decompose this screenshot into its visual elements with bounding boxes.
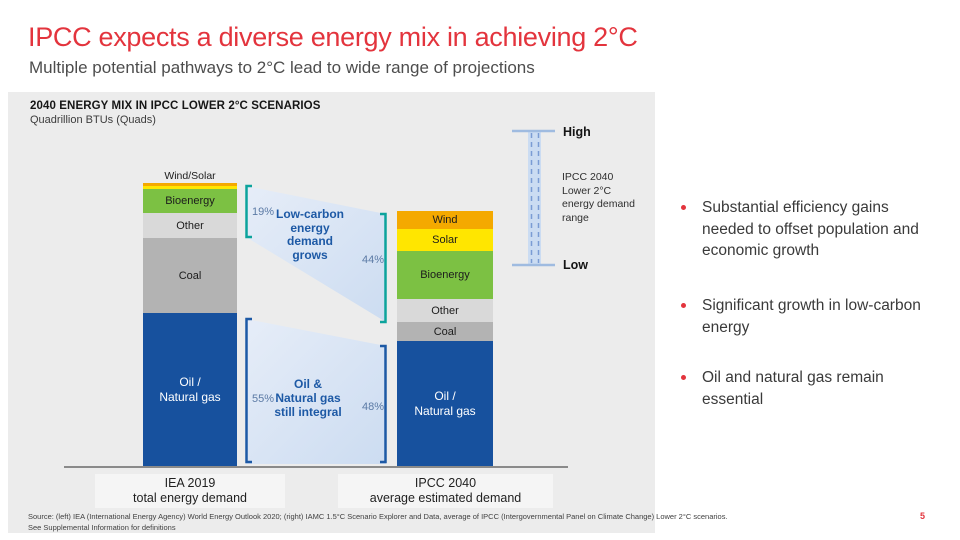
low-carbon-right-pct: 44% <box>361 254 385 266</box>
left-segment-other: Other <box>143 213 237 238</box>
right-other-label: Other <box>431 304 459 317</box>
flow-low-carbon-label: Low-carbon energy demand grows <box>276 207 344 262</box>
chart-title: 2040 ENERGY MIX IN IPCC LOWER 2°C SCENAR… <box>30 100 321 112</box>
bullet-text: Significant growth in low-carbon energy <box>702 297 921 336</box>
bar-ipcc-2040: Wind Solar Bioenergy Other Coal Oil / Na… <box>397 211 493 466</box>
oil-gas-left-pct: 55% <box>251 393 275 405</box>
right-wind-label: Wind <box>432 214 458 226</box>
left-bar-windsolar-label: Wind/Solar <box>164 170 216 182</box>
left-coal-label: Coal <box>178 269 202 282</box>
source-footnote: Source: (left) IEA (International Energy… <box>28 512 768 533</box>
right-segment-oil-gas: Oil / Natural gas <box>397 341 493 466</box>
left-segment-coal: Coal <box>143 238 237 313</box>
slide-title: IPCC expects a diverse energy mix in ach… <box>28 22 638 52</box>
right-solar-label: Solar <box>432 234 458 246</box>
left-segment-bioenergy: Bioenergy <box>143 189 237 213</box>
left-other-label: Other <box>176 219 204 232</box>
right-segment-solar: Solar <box>397 229 493 251</box>
slide-subtitle: Multiple potential pathways to 2°C lead … <box>29 58 535 77</box>
bullet-oil-gas-essential: Oil and natural gas remain essential <box>681 367 933 410</box>
x-axis-line <box>64 466 568 468</box>
range-low-label: Low <box>563 258 588 272</box>
caption-ipcc-line1: IPCC 2040 <box>414 475 477 490</box>
right-coal-label: Coal <box>433 325 457 338</box>
right-segment-bioenergy: Bioenergy <box>397 251 493 299</box>
low-carbon-left-pct: 19% <box>251 206 275 218</box>
footnote-line1: Source: (left) IEA (International Energy… <box>28 512 728 521</box>
flow-oil-gas-label: Oil & Natural gas still integral <box>274 377 342 419</box>
caption-iea-line2: total energy demand <box>133 491 247 505</box>
bullet-low-carbon-growth: Significant growth in low-carbon energy <box>681 295 933 338</box>
bullet-dot <box>681 375 686 380</box>
caption-iea-2019: IEA 2019 total energy demand <box>95 474 285 508</box>
left-segment-solar <box>143 186 237 189</box>
left-oil-gas-label: Oil / Natural gas <box>159 374 221 404</box>
bullet-text: Oil and natural gas remain essential <box>702 369 884 408</box>
right-segment-coal: Coal <box>397 322 493 341</box>
caption-ipcc-2040: IPCC 2040 average estimated demand <box>338 474 553 508</box>
left-segment-wind <box>143 183 237 186</box>
right-oil-gas-label: Oil / Natural gas <box>414 388 476 418</box>
caption-ipcc-line2: average estimated demand <box>369 491 522 505</box>
footnote-line2: See Supplemental Information for definit… <box>28 522 176 532</box>
right-segment-wind: Wind <box>397 211 493 229</box>
caption-iea-line1: IEA 2019 <box>164 475 216 490</box>
oil-gas-right-pct: 48% <box>361 401 385 413</box>
bullet-efficiency: Substantial efficiency gains needed to o… <box>681 197 933 262</box>
chart-units-label: Quadrillion BTUs (Quads) <box>30 114 156 126</box>
range-caption: IPCC 2040 Lower 2°C energy demand range <box>562 171 635 224</box>
page-number: 5 <box>920 511 926 521</box>
bullet-text: Substantial efficiency gains needed to o… <box>702 199 919 259</box>
range-high-label: High <box>563 125 591 139</box>
right-segment-other: Other <box>397 299 493 322</box>
bullet-dot <box>681 303 686 308</box>
right-bioenergy-label: Bioenergy <box>420 269 470 281</box>
left-segment-oil-gas: Oil / Natural gas <box>143 313 237 466</box>
bar-iea-2019: Bioenergy Other Coal Oil / Natural gas <box>143 170 237 466</box>
left-bioenergy-label: Bioenergy <box>165 195 215 207</box>
bullet-dot <box>681 205 686 210</box>
